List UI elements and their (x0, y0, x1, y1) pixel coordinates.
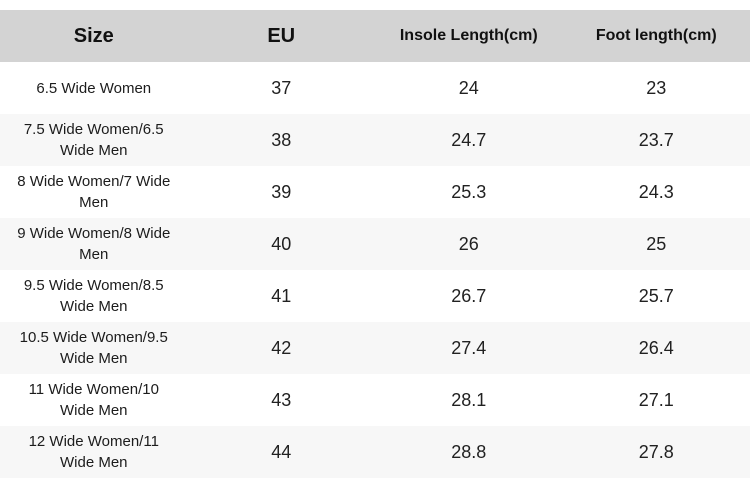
cell-insole-length: 27.4 (375, 322, 563, 374)
size-conversion-table: Size EU Insole Length(cm) Foot length(cm… (0, 10, 750, 478)
cell-insole-length: 24 (375, 62, 563, 114)
cell-eu: 41 (188, 270, 376, 322)
cell-foot-length: 23.7 (563, 114, 750, 166)
size-label: 12 Wide Women/11 Wide Men (15, 431, 173, 473)
cell-foot-length: 25 (563, 218, 750, 270)
column-header-eu: EU (188, 10, 376, 62)
cell-size: 7.5 Wide Women/6.5 Wide Men (0, 114, 188, 166)
table-header: Size EU Insole Length(cm) Foot length(cm… (0, 10, 750, 62)
cell-foot-length: 23 (563, 62, 750, 114)
table-body: 6.5 Wide Women 37 24 23 7.5 Wide Women/6… (0, 62, 750, 478)
cell-eu: 39 (188, 166, 376, 218)
size-label: 8 Wide Women/7 Wide Men (15, 171, 173, 213)
cell-eu: 44 (188, 426, 376, 478)
cell-size: 12 Wide Women/11 Wide Men (0, 426, 188, 478)
cell-size: 6.5 Wide Women (0, 62, 188, 114)
cell-foot-length: 27.8 (563, 426, 750, 478)
cell-insole-length: 25.3 (375, 166, 563, 218)
cell-foot-length: 27.1 (563, 374, 750, 426)
table-row: 9 Wide Women/8 Wide Men 40 26 25 (0, 218, 750, 270)
size-label: 6.5 Wide Women (15, 78, 173, 99)
cell-eu: 38 (188, 114, 376, 166)
cell-eu: 42 (188, 322, 376, 374)
cell-size: 9.5 Wide Women/8.5 Wide Men (0, 270, 188, 322)
cell-insole-length: 28.1 (375, 374, 563, 426)
cell-insole-length: 28.8 (375, 426, 563, 478)
size-chart: Size EU Insole Length(cm) Foot length(cm… (0, 10, 750, 478)
table-row: 12 Wide Women/11 Wide Men 44 28.8 27.8 (0, 426, 750, 478)
table-row: 10.5 Wide Women/9.5 Wide Men 42 27.4 26.… (0, 322, 750, 374)
cell-insole-length: 26.7 (375, 270, 563, 322)
cell-insole-length: 24.7 (375, 114, 563, 166)
cell-size: 9 Wide Women/8 Wide Men (0, 218, 188, 270)
table-row: 9.5 Wide Women/8.5 Wide Men 41 26.7 25.7 (0, 270, 750, 322)
size-label: 9 Wide Women/8 Wide Men (15, 223, 173, 265)
cell-size: 10.5 Wide Women/9.5 Wide Men (0, 322, 188, 374)
cell-eu: 43 (188, 374, 376, 426)
column-header-foot-length: Foot length(cm) (563, 10, 750, 62)
cell-size: 11 Wide Women/10 Wide Men (0, 374, 188, 426)
cell-size: 8 Wide Women/7 Wide Men (0, 166, 188, 218)
cell-eu: 37 (188, 62, 376, 114)
table-row: 6.5 Wide Women 37 24 23 (0, 62, 750, 114)
header-row: Size EU Insole Length(cm) Foot length(cm… (0, 10, 750, 62)
cell-insole-length: 26 (375, 218, 563, 270)
cell-foot-length: 24.3 (563, 166, 750, 218)
column-header-size: Size (0, 10, 188, 62)
column-header-insole-length: Insole Length(cm) (375, 10, 563, 62)
size-label: 11 Wide Women/10 Wide Men (15, 379, 173, 421)
cell-foot-length: 25.7 (563, 270, 750, 322)
table-row: 8 Wide Women/7 Wide Men 39 25.3 24.3 (0, 166, 750, 218)
size-label: 7.5 Wide Women/6.5 Wide Men (15, 119, 173, 161)
table-row: 11 Wide Women/10 Wide Men 43 28.1 27.1 (0, 374, 750, 426)
table-row: 7.5 Wide Women/6.5 Wide Men 38 24.7 23.7 (0, 114, 750, 166)
size-label: 10.5 Wide Women/9.5 Wide Men (15, 327, 173, 369)
size-label: 9.5 Wide Women/8.5 Wide Men (15, 275, 173, 317)
cell-eu: 40 (188, 218, 376, 270)
cell-foot-length: 26.4 (563, 322, 750, 374)
